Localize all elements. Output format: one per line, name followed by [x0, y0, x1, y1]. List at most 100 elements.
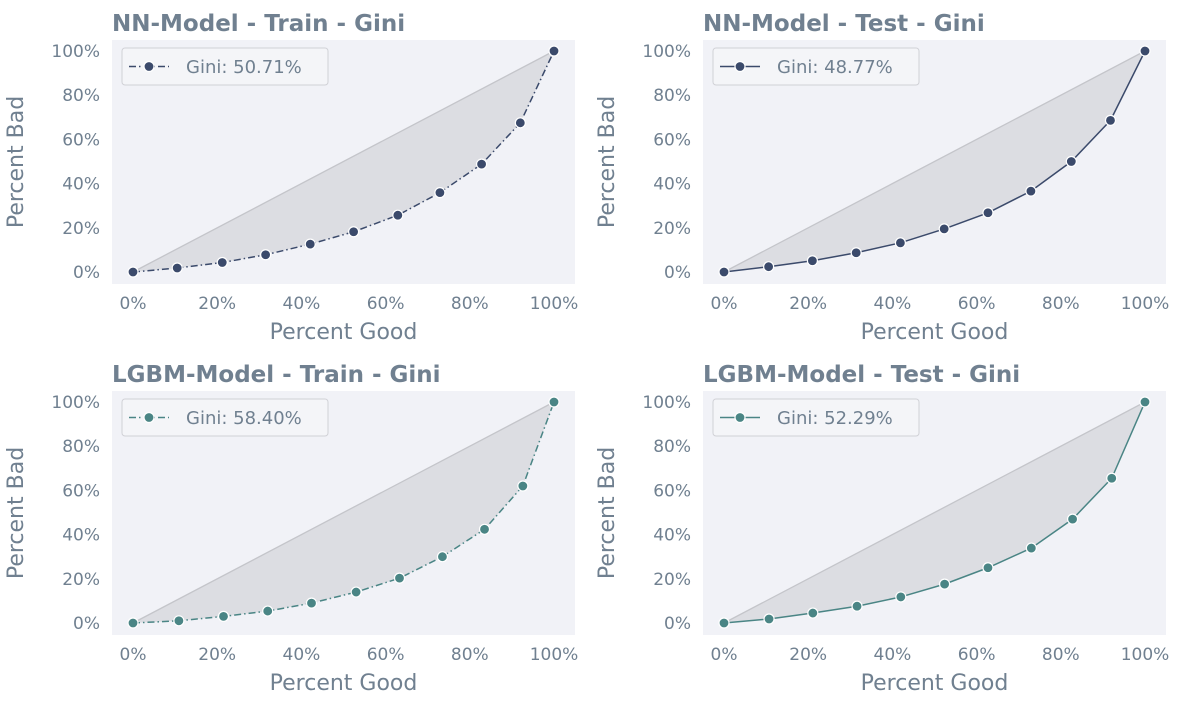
x-tick-label: 80% — [451, 294, 489, 314]
data-point — [216, 256, 228, 269]
data-point — [806, 255, 819, 267]
legend-marker — [143, 411, 155, 424]
y-tick-label: 20% — [653, 570, 691, 590]
legend-marker — [143, 60, 155, 73]
y-tick-label: 20% — [62, 219, 100, 239]
x-tick-label: 60% — [367, 645, 405, 665]
chart-title: NN-Model - Train - Gini — [112, 11, 405, 37]
data-point — [217, 610, 230, 622]
data-point — [392, 209, 404, 221]
legend-label: Gini: 52.29% — [777, 408, 893, 429]
legend: Gini: 48.77% — [712, 47, 920, 86]
x-tick-label: 40% — [874, 294, 912, 314]
chart-title: LGBM-Model - Test - Gini — [703, 362, 1020, 388]
y-axis-label: Percent Bad — [595, 447, 620, 579]
y-tick-label: 0% — [73, 614, 100, 634]
y-tick-label: 40% — [62, 526, 100, 546]
legend-marker — [734, 411, 746, 424]
series-line — [132, 401, 555, 624]
legend-label: Gini: 50.71% — [186, 57, 302, 78]
data-point — [393, 572, 406, 584]
x-tick-label: 80% — [451, 645, 489, 665]
y-tick-label: 60% — [653, 481, 691, 501]
data-point — [807, 607, 819, 619]
data-point — [982, 207, 994, 219]
data-point — [718, 617, 730, 629]
data-point — [763, 613, 775, 625]
y-axis-label: Percent Bad — [595, 96, 620, 228]
chart-panel-1: 0% 20% 40% 60% 80% 100% 0% 20% 40% 60% 80% 100% NN-M… — [4, 11, 578, 345]
x-tick-label: 20% — [789, 294, 827, 314]
data-point — [171, 262, 183, 274]
chart-panel-2: 0% 20% 40% 60% 80% 100% 0% 20% 40% 60% 80% 100% NN-M… — [595, 11, 1169, 345]
data-point — [350, 586, 362, 598]
data-point — [434, 187, 446, 199]
y-tick-label: 100% — [642, 393, 691, 413]
data-point — [478, 523, 491, 535]
chart-title: NN-Model - Test - Gini — [703, 11, 985, 37]
data-point — [304, 238, 316, 250]
y-tick-label: 0% — [73, 263, 100, 283]
x-tick-label: 60% — [958, 645, 996, 665]
data-point — [1139, 45, 1151, 57]
legend: Gini: 50.71% — [121, 47, 329, 86]
y-tick-label: 80% — [653, 437, 691, 457]
data-point — [850, 247, 862, 259]
x-tick-label: 60% — [367, 294, 405, 314]
data-point — [1139, 396, 1151, 408]
x-tick-label: 0% — [120, 294, 147, 314]
y-tick-label: 20% — [653, 219, 691, 239]
data-point — [548, 396, 560, 408]
legend-label: Gini: 58.40% — [186, 408, 302, 429]
diagonal-line — [723, 50, 1146, 273]
y-tick-label: 20% — [62, 570, 100, 590]
data-point — [1025, 185, 1037, 197]
y-tick-label: 40% — [653, 175, 691, 195]
x-tick-label: 40% — [874, 645, 912, 665]
data-point — [548, 45, 560, 57]
x-tick-label: 100% — [530, 645, 579, 665]
y-tick-label: 60% — [653, 130, 691, 150]
chart-panel-3: 0% 20% 40% 60% 80% 100% 0% 20% 40% 60% 80% 100% LGBM… — [4, 362, 578, 696]
legend: Gini: 58.40% — [121, 398, 329, 437]
legend-box — [121, 398, 329, 437]
chart-title: LGBM-Model - Train - Gini — [112, 362, 441, 388]
data-point — [475, 158, 488, 170]
legend: Gini: 52.29% — [712, 398, 920, 437]
data-point — [348, 226, 360, 238]
x-axis-label: Percent Good — [270, 671, 418, 696]
data-point — [436, 551, 449, 563]
x-axis-label: Percent Good — [861, 671, 1009, 696]
data-point — [305, 597, 318, 609]
y-tick-label: 40% — [62, 175, 100, 195]
x-tick-label: 100% — [1121, 645, 1170, 665]
y-tick-label: 0% — [664, 614, 691, 634]
x-tick-label: 0% — [711, 294, 738, 314]
chart-panel-4: 0% 20% 40% 60% 80% 100% 0% 20% 40% 60% 80% 100% LGBM… — [595, 362, 1169, 696]
data-point — [1066, 513, 1079, 525]
data-point — [763, 261, 775, 273]
y-tick-label: 80% — [62, 437, 100, 457]
y-tick-label: 100% — [51, 42, 100, 62]
data-point — [1106, 472, 1118, 484]
legend-marker — [734, 60, 746, 73]
data-point — [851, 600, 863, 612]
data-point — [127, 617, 139, 629]
series-line — [132, 50, 555, 273]
y-tick-label: 60% — [62, 481, 100, 501]
y-axis-label: Percent Bad — [4, 96, 29, 228]
x-tick-label: 60% — [958, 294, 996, 314]
x-tick-label: 100% — [530, 294, 579, 314]
legend-box — [712, 47, 920, 86]
y-tick-label: 0% — [664, 263, 691, 283]
data-point — [938, 223, 950, 235]
legend-box — [121, 47, 329, 86]
data-point — [894, 237, 906, 249]
diagonal-line — [723, 401, 1146, 624]
x-tick-label: 40% — [283, 294, 321, 314]
x-tick-label: 0% — [711, 645, 738, 665]
data-point — [1104, 114, 1117, 126]
x-tick-label: 0% — [120, 645, 147, 665]
x-tick-label: 80% — [1042, 294, 1080, 314]
